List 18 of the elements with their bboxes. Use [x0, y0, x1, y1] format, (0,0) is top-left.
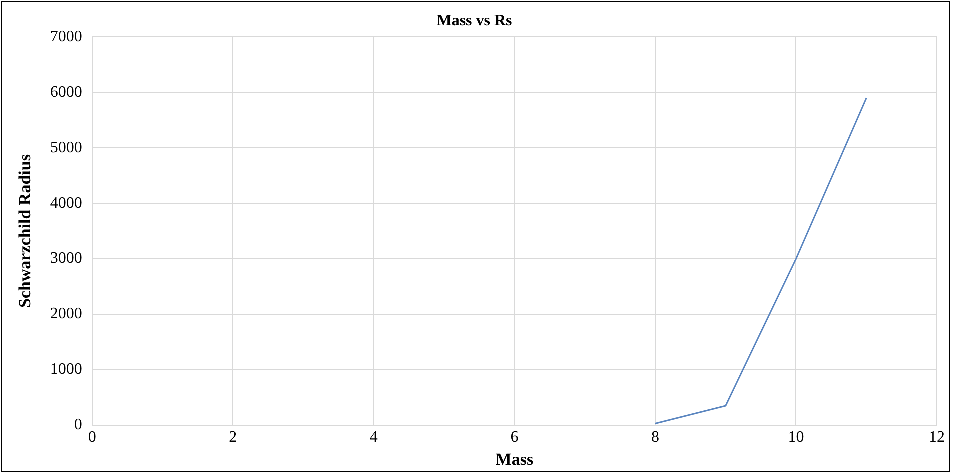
y-tick-label: 5000	[50, 139, 82, 156]
y-tick-label: 6000	[50, 84, 82, 101]
x-tick-label: 4	[370, 429, 378, 446]
y-tick-label: 4000	[50, 194, 82, 212]
y-tick-label: 2000	[50, 306, 82, 323]
x-axis-title: Mass	[496, 450, 534, 470]
x-tick-label: 8	[651, 429, 660, 446]
x-tick-label: 2	[229, 429, 238, 446]
y-tick-label: 3000	[50, 250, 82, 268]
chart-title: Mass vs Rs	[436, 12, 512, 30]
x-tick-label: 12	[929, 429, 945, 446]
y-tick-label: 0	[74, 416, 82, 434]
y-tick-label: 7000	[50, 28, 82, 46]
x-tick-label: 10	[788, 429, 804, 446]
x-tick-label: 6	[510, 429, 519, 446]
y-tick-label: 1000	[50, 361, 82, 378]
x-tick-label: 0	[88, 429, 96, 446]
y-axis-title: Schwarzchild Radius	[16, 154, 35, 308]
